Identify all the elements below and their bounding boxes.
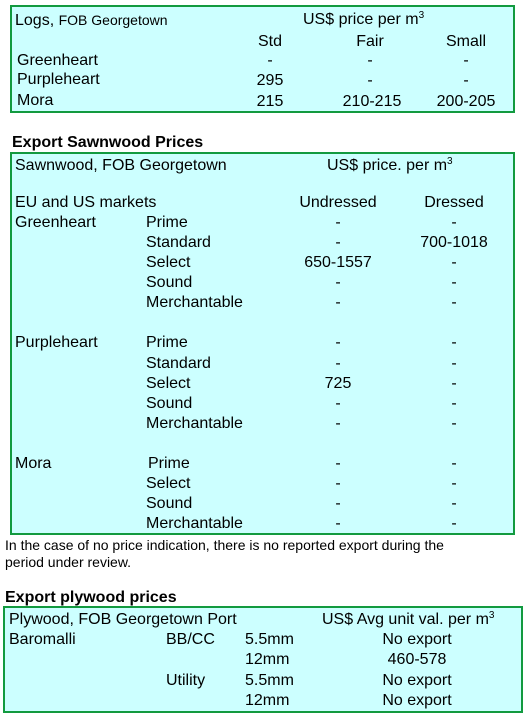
logs-price-header-text: US$ price per m [303, 11, 419, 28]
sawnwood-dressed-value: 700-1018 [420, 234, 488, 251]
sawnwood-undressed-value: - [335, 334, 341, 351]
logs-title-sub: FOB Georgetown [58, 12, 168, 28]
sawnwood-grade: Merchantable [146, 415, 243, 432]
logs-mora-std: 215 [256, 93, 284, 110]
sawnwood-grade: Sound [146, 395, 193, 412]
logs-species-greenheart: Greenheart [17, 52, 98, 69]
sawnwood-dressed-value: - [451, 294, 457, 311]
sawnwood-grade: Standard [146, 355, 211, 372]
sawnwood-grade: Merchantable [146, 294, 243, 311]
sawnwood-dressed-value: - [451, 214, 457, 231]
sawnwood-grade: Sound [146, 274, 193, 291]
plywood-species-baromalli: Baromalli [9, 631, 76, 648]
sawnwood-undressed-value: - [335, 415, 341, 432]
sawnwood-section-title: Export Sawnwood Prices [12, 134, 204, 151]
sawnwood-undressed-value: - [335, 355, 341, 372]
plywood-section-title: Export plywood prices [5, 589, 177, 606]
sawnwood-grade: Prime [146, 334, 188, 351]
sawnwood-grade: Prime [146, 214, 188, 231]
sawnwood-table-title: Sawnwood, FOB Georgetown [15, 157, 227, 174]
logs-mora-fair: 210-215 [342, 93, 402, 110]
sawnwood-grade: Select [146, 375, 191, 392]
sawnwood-grade: Prime [148, 455, 190, 472]
sawnwood-dressed-value: - [451, 334, 457, 351]
sawnwood-undressed-value: 725 [324, 375, 352, 392]
sawnwood-undressed-value: - [335, 475, 341, 492]
plywood-value: No export [382, 692, 452, 709]
sawnwood-unit-sup: 3 [447, 156, 453, 167]
sawnwood-grade: Select [146, 254, 191, 271]
logs-col-fair: Fair [356, 33, 384, 50]
plywood-thickness: 5.5mm [245, 631, 294, 648]
logs-purpleheart-fair: - [367, 72, 373, 89]
plywood-thickness: 12mm [245, 692, 290, 709]
sawnwood-undressed-value: - [335, 395, 341, 412]
logs-table-title: Logs, FOB Georgetown [15, 10, 168, 31]
sawnwood-species-mora: Mora [15, 455, 52, 472]
sawnwood-undressed-value: - [335, 294, 341, 311]
logs-greenheart-small: - [463, 52, 469, 69]
sawnwood-price-table [10, 152, 515, 535]
sawnwood-grade: Merchantable [146, 515, 243, 532]
plywood-grade: Utility [166, 672, 206, 689]
sawnwood-undressed-value: - [335, 234, 341, 251]
logs-unit-sup: 3 [418, 10, 425, 21]
sawnwood-markets-label: EU and US markets [15, 194, 157, 211]
plywood-unit-sup: 3 [488, 610, 495, 621]
logs-purpleheart-std: 295 [256, 72, 284, 89]
sawnwood-price-header: US$ price. per m3 [327, 156, 453, 176]
sawnwood-undressed-value: - [335, 455, 341, 472]
plywood-value: No export [382, 672, 452, 689]
sawnwood-dressed-value: - [451, 274, 457, 291]
logs-price-table [10, 5, 515, 113]
plywood-thickness: 12mm [245, 651, 290, 668]
logs-species-purpleheart: Purpleheart [17, 71, 100, 88]
sawnwood-dressed-value: - [451, 375, 457, 392]
plywood-value: 460-578 [387, 651, 447, 668]
logs-greenheart-fair: - [367, 52, 373, 69]
sawnwood-undressed-value: 650-1557 [304, 254, 372, 271]
plywood-table-title: Plywood, FOB Georgetown Port [9, 611, 237, 628]
plywood-price-table [3, 606, 523, 713]
sawnwood-undressed-value: - [335, 515, 341, 532]
no-price-note-line2: period under review. [5, 554, 132, 570]
sawnwood-dressed-value: - [451, 455, 457, 472]
sawnwood-col-dressed: Dressed [424, 194, 484, 211]
sawnwood-dressed-value: - [451, 254, 457, 271]
plywood-price-header: US$ Avg unit val. per m3 [322, 610, 494, 630]
no-price-note-line1: In the case of no price indication, ther… [5, 537, 444, 553]
logs-purpleheart-small: - [463, 72, 469, 89]
logs-col-small: Small [445, 33, 487, 50]
sawnwood-col-undressed: Undressed [299, 194, 377, 211]
sawnwood-price-header-text: US$ price. per m [327, 157, 448, 174]
sawnwood-species-purpleheart: Purpleheart [15, 334, 98, 351]
logs-title-main: Logs, [15, 12, 55, 29]
plywood-value: No export [382, 631, 452, 648]
sawnwood-grade: Standard [146, 234, 211, 251]
sawnwood-grade: Select [146, 475, 191, 492]
sawnwood-dressed-value: - [451, 415, 457, 432]
sawnwood-dressed-value: - [451, 475, 457, 492]
sawnwood-dressed-value: - [451, 515, 457, 532]
plywood-thickness: 5.5mm [245, 672, 294, 689]
logs-greenheart-std: - [267, 52, 273, 69]
sawnwood-undressed-value: - [335, 495, 341, 512]
sawnwood-species-greenheart: Greenheart [15, 214, 96, 231]
plywood-price-header-text: US$ Avg unit val. per m [322, 611, 489, 628]
logs-species-mora: Mora [17, 92, 54, 109]
sawnwood-undressed-value: - [335, 214, 341, 231]
plywood-grade: BB/CC [166, 631, 215, 648]
sawnwood-dressed-value: - [451, 355, 457, 372]
sawnwood-dressed-value: - [451, 495, 457, 512]
logs-col-std: Std [257, 33, 283, 50]
sawnwood-grade: Sound [146, 495, 193, 512]
sawnwood-dressed-value: - [451, 395, 457, 412]
logs-price-header: US$ price per m3 [303, 10, 424, 30]
sawnwood-undressed-value: - [335, 274, 341, 291]
logs-mora-small: 200-205 [436, 93, 496, 110]
